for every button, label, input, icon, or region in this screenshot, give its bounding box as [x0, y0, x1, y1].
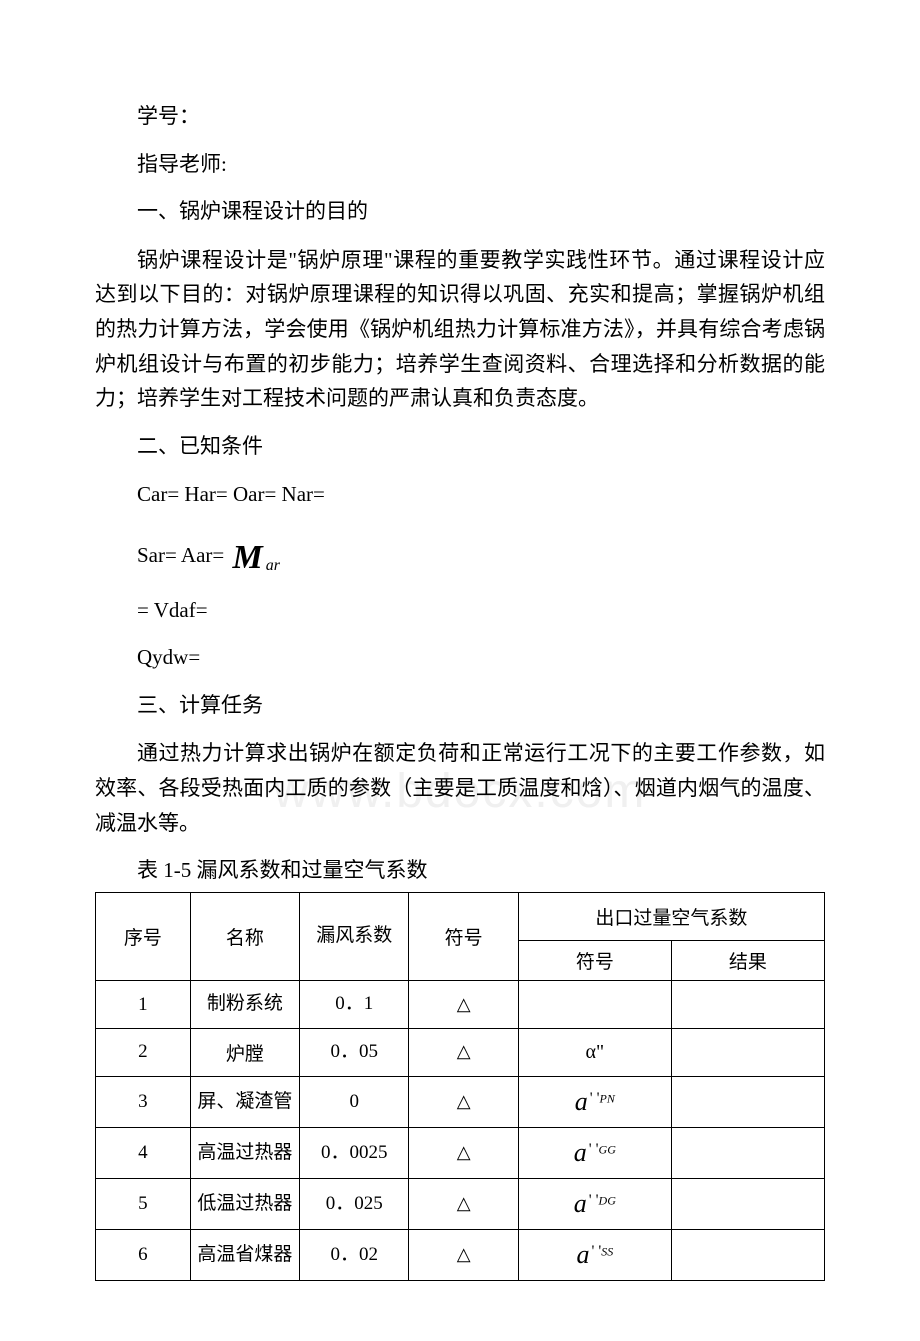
cell-symbol: △	[409, 1229, 518, 1280]
table-row: 1 制粉系统 0．1 △	[96, 981, 825, 1029]
cell-leak: 0．0025	[300, 1127, 409, 1178]
formula-line-4: Qydw=	[95, 641, 825, 675]
section1-paragraph: 锅炉课程设计是"锅炉原理"课程的重要教学实践性环节。通过课程设计应达到以下目的：…	[95, 243, 825, 416]
formula-line-3: = Vdaf=	[95, 594, 825, 628]
section3-title: 三、计算任务	[95, 689, 825, 723]
cell-result	[671, 1127, 824, 1178]
student-id-line: 学号：	[95, 100, 825, 134]
cell-symbol: △	[409, 981, 518, 1029]
cell-seq: 1	[96, 981, 191, 1029]
section3-paragraph: 通过热力计算求出锅炉在额定负荷和正常运行工况下的主要工作参数，如效率、各段受热面…	[95, 736, 825, 840]
cell-result	[671, 1178, 824, 1229]
cell-name: 高温过热器	[190, 1127, 299, 1178]
leakage-table: 序号 名称 漏风系数 符号 出口过量空气系数 符号 结果 1 制粉系统 0．1 …	[95, 892, 825, 1281]
cell-result	[671, 1229, 824, 1280]
header-leak: 漏风系数	[300, 893, 409, 981]
cell-seq: 2	[96, 1028, 191, 1076]
cell-out-symbol: a' 'SS	[518, 1229, 671, 1280]
table-row: 6 高温省煤器 0．02 △ a' 'SS	[96, 1229, 825, 1280]
cell-out-symbol: a' 'PN	[518, 1076, 671, 1127]
cell-name: 屏、凝渣管	[190, 1076, 299, 1127]
header-excess-symbol: 符号	[518, 941, 671, 981]
table-row: 4 高温过热器 0．0025 △ a' 'GG	[96, 1127, 825, 1178]
formula-line-1: Car= Har= Oar= Nar=	[95, 478, 825, 512]
header-seq: 序号	[96, 893, 191, 981]
cell-seq: 3	[96, 1076, 191, 1127]
cell-leak: 0．05	[300, 1028, 409, 1076]
formula-line-2: Sar= Aar= Mar	[95, 525, 825, 579]
cell-out-symbol: a' 'GG	[518, 1127, 671, 1178]
cell-out-symbol: α"	[518, 1028, 671, 1076]
section1-title: 一、锅炉课程设计的目的	[95, 195, 825, 229]
cell-name: 高温省煤器	[190, 1229, 299, 1280]
cell-symbol: △	[409, 1076, 518, 1127]
header-name: 名称	[190, 893, 299, 981]
header-symbol: 符号	[409, 893, 518, 981]
cell-result	[671, 1028, 824, 1076]
cell-leak: 0．025	[300, 1178, 409, 1229]
cell-symbol: △	[409, 1028, 518, 1076]
cell-out-symbol	[518, 981, 671, 1029]
table-row: 5 低温过热器 0．025 △ a' 'DG	[96, 1178, 825, 1229]
cell-leak: 0	[300, 1076, 409, 1127]
table-row: 3 屏、凝渣管 0 △ a' 'PN	[96, 1076, 825, 1127]
advisor-line: 指导老师:	[95, 148, 825, 182]
cell-leak: 0．1	[300, 981, 409, 1029]
formula-M-sub: ar	[266, 557, 280, 574]
header-excess-result: 结果	[671, 941, 824, 981]
cell-symbol: △	[409, 1127, 518, 1178]
cell-seq: 6	[96, 1229, 191, 1280]
table-row: 2 炉膛 0．05 △ α"	[96, 1028, 825, 1076]
cell-result	[671, 1076, 824, 1127]
cell-symbol: △	[409, 1178, 518, 1229]
cell-seq: 4	[96, 1127, 191, 1178]
header-excess: 出口过量空气系数	[518, 893, 824, 941]
cell-name: 低温过热器	[190, 1178, 299, 1229]
cell-result	[671, 981, 824, 1029]
formula-M: M	[233, 539, 263, 576]
table-header-row: 序号 名称 漏风系数 符号 出口过量空气系数	[96, 893, 825, 941]
cell-name: 炉膛	[190, 1028, 299, 1076]
table-caption: 表 1-5 漏风系数和过量空气系数	[95, 854, 825, 884]
formula-prefix: Sar= Aar=	[137, 543, 230, 567]
cell-name: 制粉系统	[190, 981, 299, 1029]
section2-title: 二、已知条件	[95, 430, 825, 464]
cell-seq: 5	[96, 1178, 191, 1229]
cell-out-symbol: a' 'DG	[518, 1178, 671, 1229]
cell-leak: 0．02	[300, 1229, 409, 1280]
